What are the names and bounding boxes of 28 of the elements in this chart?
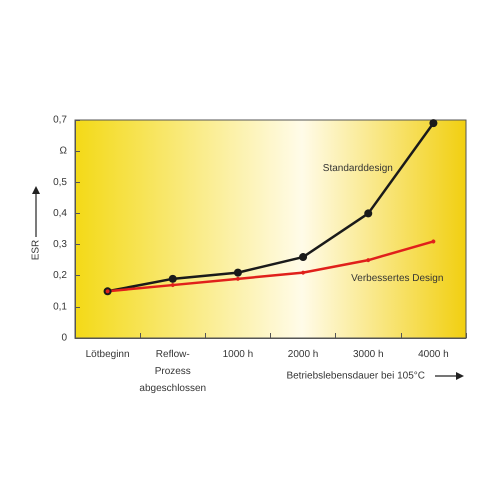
x-tick-label: 1000 h: [222, 349, 254, 360]
y-tick-label: 0,4: [53, 208, 68, 219]
point: [366, 258, 370, 262]
x-tick-label: Reflow- Prozess abgeschlossen: [139, 349, 206, 394]
point: [429, 119, 438, 128]
y-tick-label: Ω: [60, 146, 68, 157]
x-tick-label: 3000 h: [352, 349, 384, 360]
y-tick-label: 0,1: [53, 301, 68, 312]
x-axis-title: Betriebslebensdauer bei 105°C: [286, 370, 425, 382]
point: [168, 274, 177, 283]
y-tick-label: 0: [61, 332, 68, 344]
x-tick-label: 4000 h: [418, 349, 449, 360]
point: [236, 276, 240, 281]
y-tick-label: 0,5: [53, 176, 68, 188]
x-tick-label: 2000 h: [288, 349, 318, 360]
y-tick-label: 0,3: [53, 239, 68, 250]
y-tick-label: 0,7: [53, 114, 68, 126]
series-label: Verbessertes Design: [351, 272, 444, 284]
y-tick-label: 0,2: [53, 270, 68, 282]
point: [234, 268, 242, 277]
point: [364, 209, 372, 218]
point: [299, 253, 308, 262]
series-label: Standarddesign: [322, 162, 393, 174]
point: [170, 283, 175, 288]
y-axis-title: ESR: [30, 240, 42, 260]
x-tick-label: Lötbeginn: [86, 349, 130, 360]
point: [301, 270, 306, 275]
point: [431, 239, 436, 244]
